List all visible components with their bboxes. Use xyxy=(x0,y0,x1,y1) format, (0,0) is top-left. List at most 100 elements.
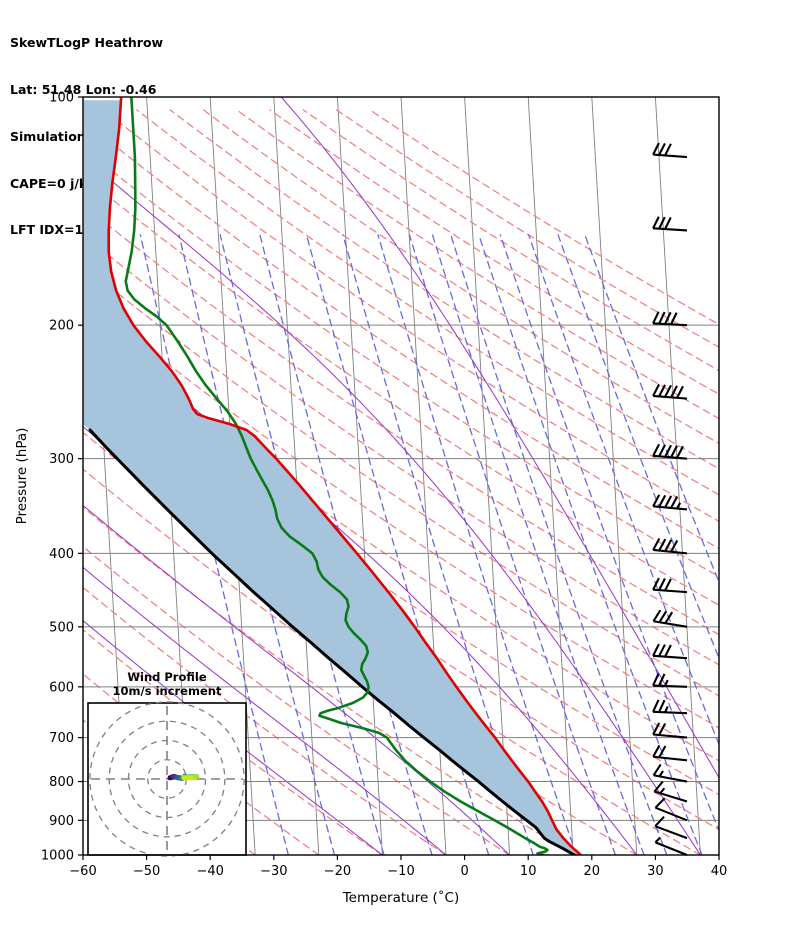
xtick-label-10: 10 xyxy=(520,864,537,879)
mixing-ratio-1.5 xyxy=(259,234,433,855)
dry-adiabat-10 xyxy=(83,506,574,855)
barb-full xyxy=(658,538,667,552)
dry-adiabat-160 xyxy=(169,109,719,470)
barb-full xyxy=(652,722,661,735)
dry-adiabat-130 xyxy=(83,119,719,550)
barb-shaft xyxy=(653,774,688,783)
wind-barb-400 xyxy=(652,538,688,555)
xtick-label--60: −60 xyxy=(69,864,96,879)
barb-shaft xyxy=(653,394,688,400)
isotherm--30 xyxy=(273,97,320,855)
barb-full xyxy=(664,495,673,508)
barb-full xyxy=(652,443,661,457)
barb-full xyxy=(652,538,661,551)
barb-full xyxy=(664,311,672,325)
xtick-label-30: 30 xyxy=(647,864,664,879)
barb-full xyxy=(652,643,660,657)
barb-shaft xyxy=(653,733,688,739)
barb-full xyxy=(658,142,666,156)
ytick-label-400: 400 xyxy=(49,547,74,562)
barb-shaft xyxy=(655,806,688,822)
mixing-ratio-12 xyxy=(408,234,617,855)
barb-half xyxy=(676,502,682,509)
mixing-ratio-8 xyxy=(377,234,578,855)
ytick-label-100: 100 xyxy=(49,91,74,106)
barb-full xyxy=(652,609,662,622)
xtick-label--30: −30 xyxy=(260,864,287,879)
barb-shaft xyxy=(653,505,688,511)
dry-adiabat-100 xyxy=(83,204,719,636)
barb-full xyxy=(670,539,679,553)
barb-shaft xyxy=(653,654,688,660)
barb-shaft xyxy=(652,322,688,327)
barb-full xyxy=(658,673,666,687)
barb-full xyxy=(664,143,672,156)
dry-adiabat-0 xyxy=(83,545,511,855)
wind-barb-850 xyxy=(653,780,688,803)
barb-full xyxy=(654,797,666,809)
dry-adiabat-140 xyxy=(102,109,719,523)
barb-shaft xyxy=(652,710,688,715)
shaded-cloud-area xyxy=(83,100,581,855)
barb-full xyxy=(652,744,661,758)
barb-full xyxy=(658,644,666,657)
barb-shaft xyxy=(653,454,688,460)
barb-full xyxy=(652,311,660,324)
barb-shaft xyxy=(653,588,688,594)
mixing-ratio-70 xyxy=(557,234,719,660)
barb-half xyxy=(664,679,669,687)
wind-barb-800 xyxy=(652,763,688,783)
barb-full xyxy=(658,444,667,457)
isotherm-50 xyxy=(783,97,794,855)
parcel-curve xyxy=(88,428,578,855)
dry-adiabat--10 xyxy=(83,586,447,855)
ytick-label-800: 800 xyxy=(49,775,74,790)
barb-full xyxy=(658,699,666,713)
ytick-label-700: 700 xyxy=(49,731,74,746)
barb-half xyxy=(664,705,669,713)
barb-full xyxy=(664,611,674,624)
xtick-label--40: −40 xyxy=(196,864,223,879)
hodograph-subtitle: 10m/s increment xyxy=(113,684,222,698)
moist-adiabat-40 xyxy=(280,97,719,779)
isotherm--80 xyxy=(0,97,1,855)
barb-full xyxy=(676,385,684,399)
barb-full xyxy=(664,444,672,458)
mixing-ratio-0.4 xyxy=(178,234,336,855)
barb-shaft xyxy=(654,825,688,840)
barb-full xyxy=(670,445,678,458)
wind-barbs xyxy=(652,142,688,856)
barb-full xyxy=(664,539,673,552)
barb-full xyxy=(652,383,660,397)
dry-adiabat-90 xyxy=(83,233,719,666)
wind-barb-600 xyxy=(652,673,688,688)
barb-full xyxy=(664,578,672,592)
wind-barb-1000 xyxy=(654,836,688,856)
barb-shaft xyxy=(652,684,688,688)
mixing-ratio-28 xyxy=(478,234,703,855)
barb-shaft xyxy=(653,153,688,159)
moist-adiabat--10 xyxy=(83,566,447,855)
mixing-ratio-36 xyxy=(499,234,719,833)
hodograph-title: Wind Profile xyxy=(127,670,207,684)
wind-barb-300 xyxy=(652,443,688,460)
barb-shaft xyxy=(653,620,688,628)
ytick-label-500: 500 xyxy=(49,620,74,635)
wind-barb-350 xyxy=(652,494,688,511)
ytick-label-200: 200 xyxy=(49,319,74,334)
xtick-label-40: 40 xyxy=(711,864,728,879)
wind-barb-200 xyxy=(652,311,688,327)
ytick-label-300: 300 xyxy=(49,452,74,467)
ytick-label-600: 600 xyxy=(49,680,74,695)
wind-barb-950 xyxy=(654,815,688,840)
header-title: SkewTLogP Heathrow xyxy=(10,35,164,51)
barb-full xyxy=(653,780,664,793)
mixing-ratio-50 xyxy=(528,234,719,746)
wind-barb-700 xyxy=(652,722,688,739)
barb-full xyxy=(652,494,661,507)
barb-full xyxy=(670,385,678,398)
